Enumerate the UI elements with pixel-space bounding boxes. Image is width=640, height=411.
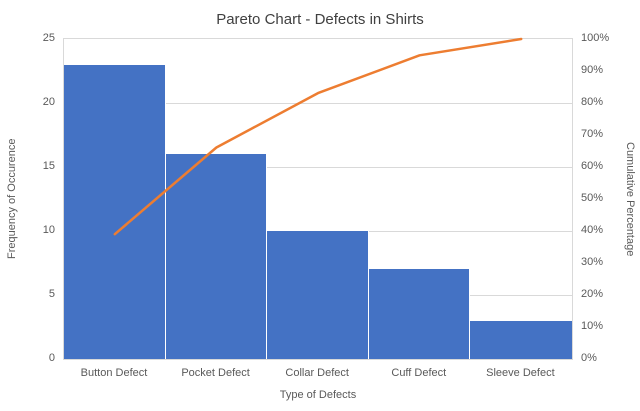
right-axis-tick-label: 10% [581, 320, 604, 332]
bar-collar-defect [267, 231, 369, 359]
gridline [64, 103, 572, 104]
x-axis-title: Type of Defects [279, 389, 357, 401]
chart-title: Pareto Chart - Defects in Shirts [216, 11, 424, 28]
left-axis-tick-label: 5 [48, 288, 55, 300]
right-axis-tick-label: 90% [581, 64, 604, 76]
left-axis-tick-label: 20 [42, 96, 55, 108]
right-axis-tick-label: 50% [581, 192, 604, 204]
left-axis-title: Frequency of Occurence [6, 138, 18, 260]
x-axis-category-label: Button Defect [80, 367, 148, 379]
x-axis-category-label: Collar Defect [285, 367, 349, 379]
right-axis-tick-label: 30% [581, 256, 604, 268]
x-axis-category-label: Pocket Defect [181, 367, 250, 379]
right-axis-tick-label: 80% [581, 96, 604, 108]
bar-pocket-defect [165, 154, 268, 359]
right-axis-tick-label: 20% [581, 288, 604, 300]
right-axis-tick-label: 70% [581, 128, 604, 140]
gridline [64, 167, 572, 168]
right-axis-tick-label: 60% [581, 160, 604, 172]
left-axis-tick-label: 10 [42, 224, 55, 236]
cumulative-line-layer [113, 37, 523, 236]
right-axis-tick-label: 0% [581, 352, 597, 364]
left-axis-tick-label: 15 [42, 160, 55, 172]
left-axis-tick-label: 25 [42, 32, 55, 44]
left-axis-tick-label: 0 [48, 352, 55, 364]
plot-area [63, 37, 573, 360]
right-axis-tick-label: 100% [581, 32, 610, 44]
x-axis-category-label: Sleeve Defect [486, 367, 555, 379]
bar-sleeve-defect [470, 320, 572, 359]
x-axis-category-label: Cuff Defect [391, 367, 447, 379]
right-axis-title: Cumulative Percentage [624, 141, 636, 257]
right-axis-tick-label: 40% [581, 224, 604, 236]
plot-inner [64, 37, 572, 359]
bar-cuff-defect [368, 269, 471, 359]
cumulative-percentage-line [113, 37, 523, 236]
bar-button-defect [64, 64, 166, 359]
